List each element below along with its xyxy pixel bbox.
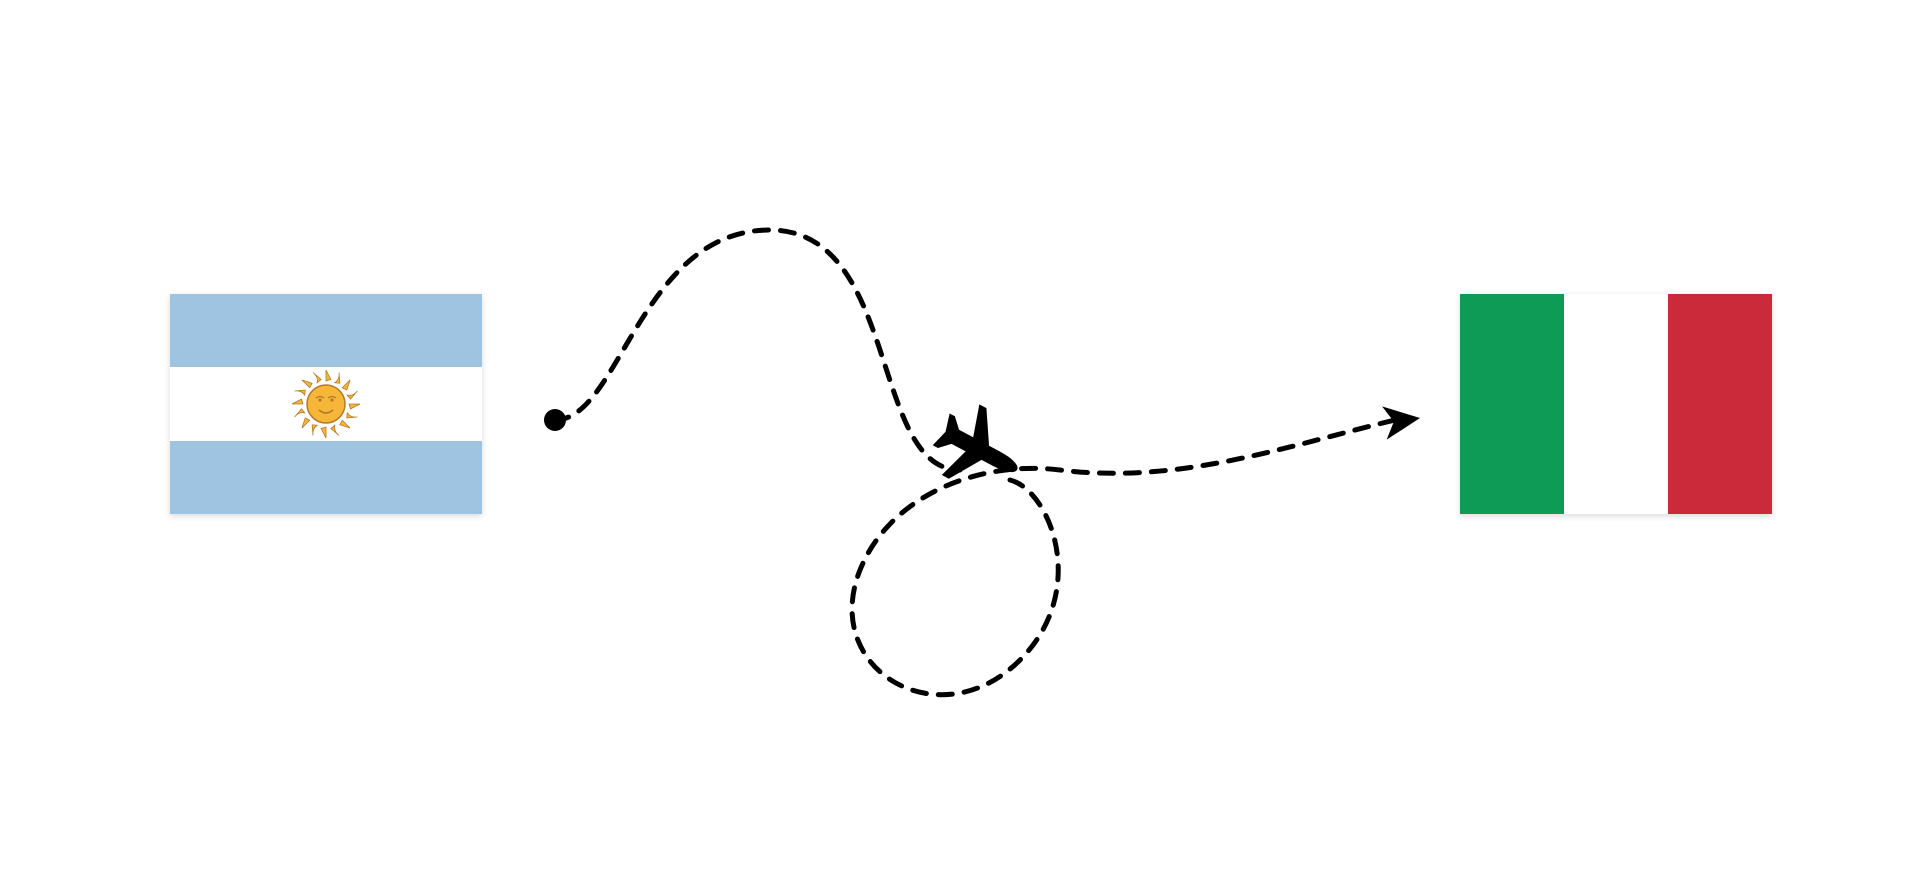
route-start-dot-icon bbox=[544, 409, 566, 431]
route-arrow-icon bbox=[1382, 401, 1422, 439]
origin-flag-argentina bbox=[170, 294, 482, 514]
flag-stripe bbox=[1564, 294, 1668, 514]
flag-stripe bbox=[1668, 294, 1772, 514]
route-path-icon bbox=[555, 230, 1395, 695]
airplane-icon bbox=[922, 394, 1035, 505]
flag-stripe bbox=[1460, 294, 1564, 514]
destination-flag-italy bbox=[1460, 294, 1772, 514]
flag-stripe bbox=[170, 294, 482, 367]
sun-of-may-icon bbox=[286, 364, 366, 444]
flag-stripe bbox=[170, 441, 482, 514]
